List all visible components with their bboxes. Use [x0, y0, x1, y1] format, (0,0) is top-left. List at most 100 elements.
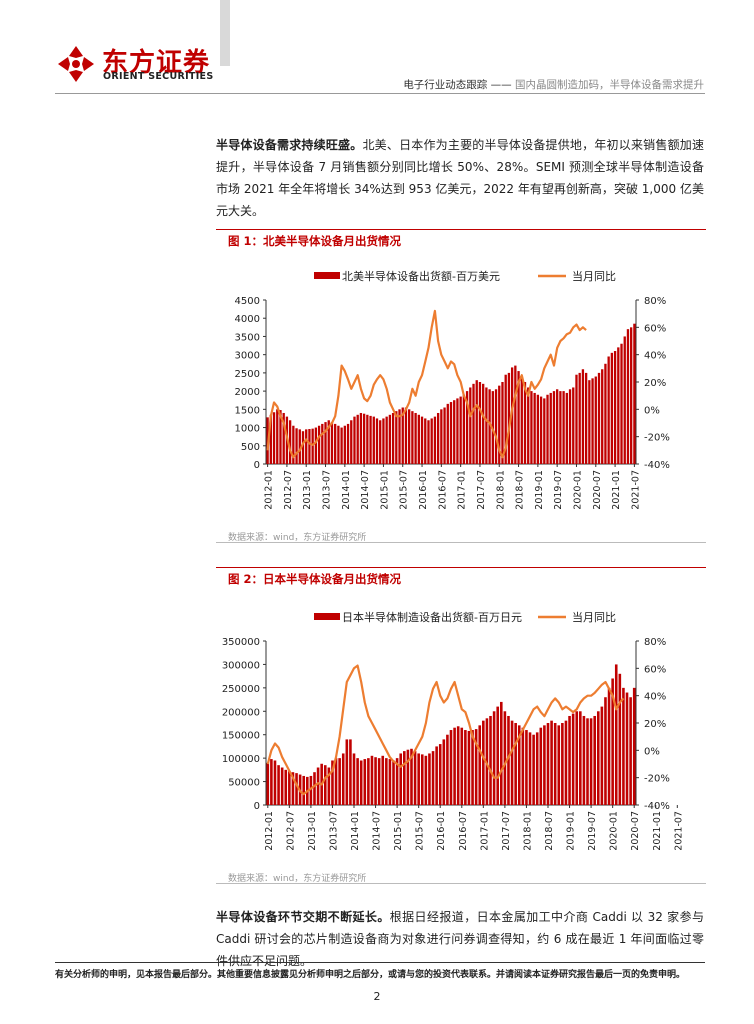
bar — [591, 378, 594, 464]
bar — [492, 711, 496, 805]
bar — [408, 409, 411, 464]
bar — [417, 414, 420, 464]
bar — [610, 352, 614, 464]
bar — [568, 715, 571, 805]
bar — [510, 720, 514, 805]
bar — [440, 409, 443, 464]
bar — [292, 425, 295, 464]
x-tick-label: 2013-01 — [307, 811, 318, 851]
bar — [568, 389, 572, 464]
yoy-line — [266, 309, 587, 459]
bar — [282, 412, 285, 464]
bar — [372, 416, 375, 464]
bar — [588, 380, 591, 464]
bar — [539, 727, 543, 805]
bar — [499, 701, 503, 805]
bar — [474, 729, 478, 805]
x-tick-label: 2015-01 — [379, 470, 390, 510]
bar — [392, 760, 395, 805]
report-type: 电子行业动态跟踪 — [403, 79, 488, 91]
bar — [581, 369, 585, 464]
bar — [433, 416, 437, 464]
bar — [403, 751, 406, 805]
bar — [288, 420, 292, 464]
bar — [367, 758, 370, 805]
bar — [604, 363, 607, 464]
y-left-tick-label: 4000 — [235, 314, 260, 325]
paragraph-leadtime-text: 根据日经报道，日本金属加工中介商 Caddi 以 32 家参与 Caddi 研讨… — [216, 910, 704, 968]
bar — [273, 760, 277, 805]
bar — [377, 758, 381, 805]
bar — [614, 664, 618, 805]
bar — [489, 715, 492, 805]
bar — [561, 723, 564, 805]
bar — [279, 410, 282, 464]
x-tick-label: 2020-01 — [572, 470, 583, 510]
x-tick-label: 2019-07 — [587, 811, 598, 851]
bar — [472, 383, 475, 464]
bar — [411, 411, 414, 464]
bar — [482, 720, 485, 805]
bar — [311, 428, 314, 464]
bar — [607, 687, 611, 805]
bar — [501, 382, 504, 464]
bar — [514, 365, 517, 464]
bar — [277, 765, 280, 805]
bar — [601, 369, 604, 464]
bar — [331, 760, 334, 805]
bar — [528, 732, 532, 805]
x-tick-label: 2021-07 — [673, 811, 684, 851]
paragraph-leadtime-lead: 半导体设备环节交期不断延长。 — [216, 910, 390, 924]
bar — [630, 327, 633, 464]
legend-swatch-bar — [314, 613, 340, 620]
figure1-bottom-rule — [216, 542, 706, 543]
bar — [553, 723, 557, 805]
x-tick-label: 2012-07 — [285, 811, 296, 851]
bar — [291, 772, 295, 805]
x-tick-label: 2019-01 — [534, 470, 545, 510]
x-tick-label: 2015-07 — [399, 470, 410, 510]
bar — [579, 711, 582, 805]
y-left-tick-label: 1000 — [235, 424, 260, 435]
bar — [465, 391, 469, 464]
bar — [494, 389, 498, 464]
bar — [370, 755, 374, 805]
y-left-tick-label: 200000 — [222, 707, 260, 718]
bar — [366, 414, 369, 464]
bar — [611, 678, 614, 805]
bar — [618, 673, 622, 805]
bar — [362, 413, 366, 464]
y-left-tick-label: 150000 — [222, 731, 260, 742]
bar — [305, 429, 308, 464]
bar — [485, 718, 489, 805]
bar — [316, 767, 320, 805]
bar — [503, 711, 507, 805]
x-tick-label: 2012-01 — [264, 811, 275, 851]
bar — [584, 372, 588, 464]
bar — [459, 396, 462, 464]
bar — [460, 727, 464, 805]
bar — [507, 372, 511, 464]
figure2-title: 图 2：日本半导体设备月出货情况 — [228, 572, 402, 586]
bar — [578, 372, 581, 464]
x-tick-label: 2015-01 — [393, 811, 404, 851]
bar — [338, 758, 341, 805]
bar — [549, 392, 552, 464]
bar — [523, 382, 527, 464]
bar — [334, 423, 337, 464]
x-tick-label: 2017-01 — [457, 470, 468, 510]
bar — [586, 718, 589, 805]
footer-disclaimer: 有关分析师的申明，见本报告最后部分。其他重要信息披露见分析师申明之后部分，或请与… — [55, 970, 686, 980]
x-tick-label: 2016-07 — [458, 811, 469, 851]
bar — [623, 336, 626, 464]
x-tick-label: 2012-07 — [283, 470, 294, 510]
bar — [295, 773, 298, 805]
bar — [324, 422, 327, 464]
bar — [308, 429, 311, 464]
legend-label-bar: 日本半导体制造设备出货额-百万日元 — [342, 610, 522, 624]
bar — [269, 414, 272, 464]
bar — [464, 730, 467, 805]
figure1-source: 数据来源：wind，东方证券研究所 — [228, 533, 367, 543]
y-right-tick-label: 20% — [644, 378, 666, 389]
bar — [350, 420, 353, 464]
